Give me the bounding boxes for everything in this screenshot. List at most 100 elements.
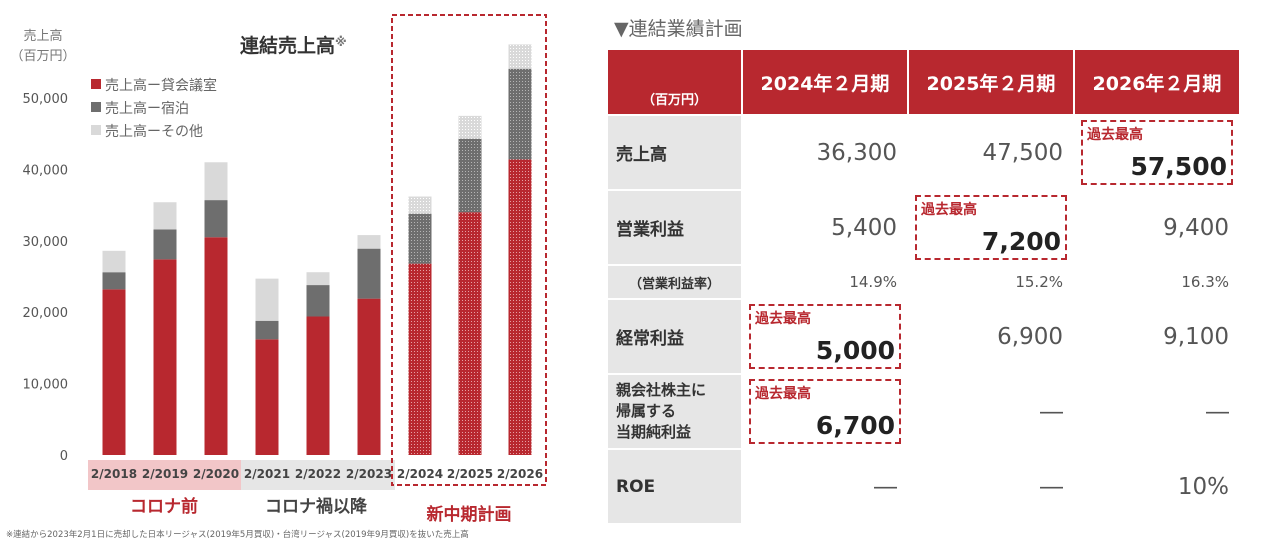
row-label-line: 当期純利益 [616, 423, 692, 441]
row-label-net-income: 親会社株主に 帰属する当期純利益 [608, 375, 741, 448]
value: 57,500 [1130, 152, 1227, 181]
bar-segment [204, 237, 228, 455]
record-box: 過去最高 6,700 [749, 379, 901, 444]
bar-segment [408, 196, 432, 214]
table-cell: 15.2% [909, 266, 1073, 298]
record-tag: 過去最高 [921, 202, 977, 218]
value: 5,400 [831, 214, 897, 241]
footnote: ※連結から2023年2月1日に売却した日本リージャス(2019年5月買収)・台湾… [6, 529, 469, 540]
x-tick-label: 2/2025 [447, 467, 493, 481]
x-tick-label: 2/2018 [91, 467, 137, 481]
bar-segment [458, 212, 482, 455]
bar-segment [357, 235, 381, 249]
table-row: 経常利益 過去最高 5,000 6,900 9,100 [608, 300, 1239, 373]
bar-segment [102, 250, 126, 273]
table-cell: 9,400 [1075, 191, 1239, 264]
table-cell: 6,900 [909, 300, 1073, 373]
record-box: 過去最高 5,000 [749, 304, 901, 369]
y-tick-label: 50,000 [23, 92, 69, 107]
x-tick-label: 2/2020 [193, 467, 239, 481]
chart-title-mark: ※ [335, 35, 347, 49]
table-row: （営業利益率） 14.9% 15.2% 16.3% [608, 266, 1239, 298]
bar-segment [458, 115, 482, 139]
value: 47,500 [982, 139, 1063, 166]
bar-segment [153, 259, 177, 455]
value: 6,900 [997, 323, 1063, 350]
y-axis: 0 10,000 20,000 30,000 40,000 50,000 [23, 92, 69, 464]
row-label: ROE [608, 450, 741, 523]
y-unit-label: 売上高 [23, 28, 62, 44]
row-label: 売上高 [608, 116, 741, 189]
table-row: 売上高 36,300 47,500 過去最高 57,500 [608, 116, 1239, 189]
bar-segment [306, 316, 330, 455]
table-cell: 47,500 [909, 116, 1073, 189]
legend-swatch [91, 125, 101, 135]
table-row: 営業利益 5,400 過去最高 7,200 9,400 [608, 191, 1239, 264]
bar-segment [508, 68, 532, 160]
x-tick-label: 2/2023 [346, 467, 392, 481]
row-label: 営業利益 [608, 191, 741, 264]
record-tag: 過去最高 [755, 386, 811, 402]
value: 6,700 [815, 411, 895, 440]
table-row: 親会社株主に 帰属する当期純利益 過去最高 6,700 ― ― [608, 375, 1239, 448]
bar-segment [357, 248, 381, 299]
value: 15.2% [1015, 273, 1063, 291]
bar-segment [458, 138, 482, 213]
plan-highlight-box [391, 14, 547, 486]
y-tick-label: 20,000 [23, 306, 69, 321]
row-label: （営業利益率） [608, 266, 741, 298]
bar-segment [153, 229, 177, 260]
revenue-chart: 売上高 （百万円） 連結売上高※ 0 10,000 20,000 30,000 40,0… [6, 14, 547, 540]
row-label-line: 帰属する [616, 402, 677, 420]
value: 7,200 [981, 227, 1061, 256]
table-cell: 9,100 [1075, 300, 1239, 373]
value: 9,400 [1163, 214, 1229, 241]
x-tick-label: 2/2026 [497, 467, 543, 481]
record-tag: 過去最高 [1087, 127, 1143, 143]
bar-segment [102, 289, 126, 455]
bar-segment [508, 159, 532, 456]
bar-segment [255, 320, 279, 340]
bar-segment [204, 162, 228, 201]
bar-segment [357, 298, 381, 455]
bar-segment [204, 200, 228, 238]
record-tag: 過去最高 [755, 311, 811, 327]
table-cell: ― [909, 450, 1073, 523]
value: ― [874, 473, 897, 500]
value: 10% [1177, 473, 1229, 500]
x-tick-label: 2/2022 [295, 467, 341, 481]
group-label-new-plan: 新中期計画 [427, 504, 512, 525]
legend-label: 売上高ー宿泊 [105, 100, 189, 117]
bar-segment [102, 272, 126, 290]
value: 16.3% [1181, 273, 1229, 291]
group-label-post-covid: コロナ禍以降 [265, 496, 368, 517]
value: 5,000 [815, 336, 895, 365]
row-label-line: 親会社株主に [616, 381, 707, 399]
chart-title: 連結売上高※ [240, 34, 347, 57]
group-bands [88, 460, 395, 490]
table-cell: 過去最高 7,200 [909, 191, 1073, 264]
bar-segment [408, 263, 432, 455]
table-cell: 10% [1075, 450, 1239, 523]
x-axis: 2/2018 2/2019 2/2020 2/2021 2/2022 2/2023 2/20… [91, 467, 543, 481]
table-cell: ― [909, 375, 1073, 448]
table-cell: 過去最高 6,700 [743, 375, 907, 448]
legend-label: 売上高ー貸会議室 [105, 77, 217, 94]
record-box: 過去最高 7,200 [915, 195, 1067, 260]
table-title: ▼連結業績計画 [614, 18, 743, 40]
y-tick-label: 10,000 [23, 378, 69, 393]
table-cell: ― [743, 450, 907, 523]
table-header-row: （百万円） 2024年２月期 2025年２月期 2026年２月期 [608, 50, 1239, 114]
header-fy2025: 2025年２月期 [909, 50, 1073, 114]
table-cell: 14.9% [743, 266, 907, 298]
legend-swatch [91, 102, 101, 112]
value: ― [1206, 398, 1229, 425]
header-fy2026: 2026年２月期 [1075, 50, 1239, 114]
legend-swatch [91, 79, 101, 89]
y-unit-label-2: （百万円） [10, 49, 75, 64]
bar-segment [255, 278, 279, 321]
y-tick-label: 30,000 [23, 235, 69, 250]
band-post-covid [241, 460, 395, 490]
x-tick-label: 2/2021 [244, 467, 290, 481]
y-tick-label: 40,000 [23, 163, 69, 178]
